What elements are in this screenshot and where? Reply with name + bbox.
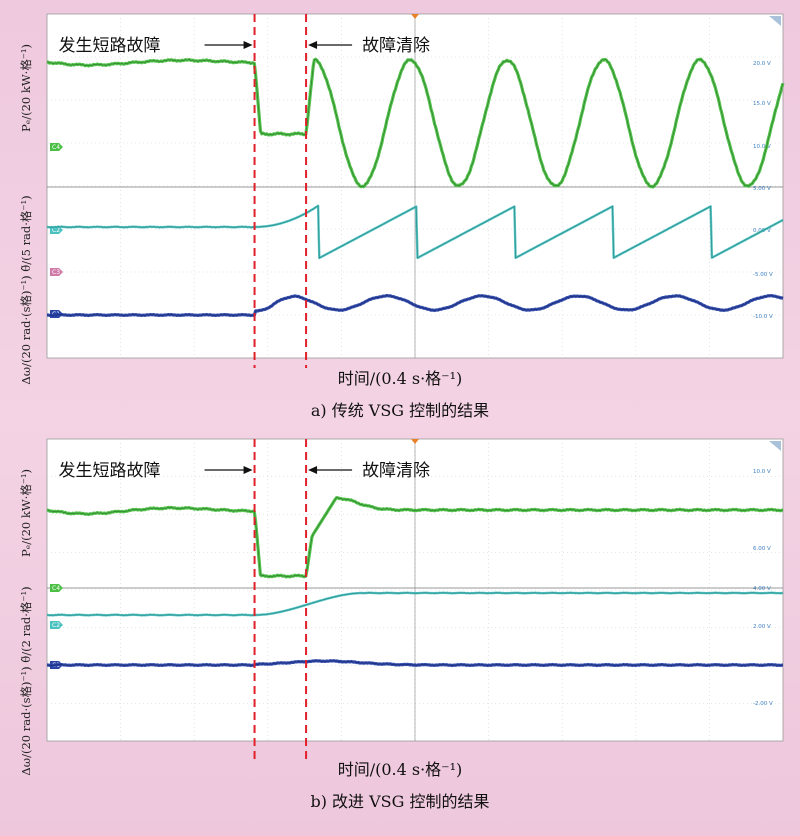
right-scale-label: 20.0 V (753, 61, 771, 67)
y-axis-label-top: Pₑ/(20 kW·格⁻¹) (19, 469, 33, 557)
clear-annotation: 故障清除 (362, 461, 430, 481)
chart-panel-b: C4 C2 C1 10.0 V 6.00 V 4.00 V 2.00 V -2.00 V 发生… (0, 425, 800, 836)
fault-arrow-head (243, 466, 253, 474)
series-a (46, 57, 785, 318)
right-scale-label: -2.00 V (753, 701, 773, 707)
domega-trace-core (47, 295, 784, 316)
theta-trace-core (47, 205, 784, 259)
trigger-marker (411, 14, 419, 19)
right-scale-label: -5.00 V (753, 272, 773, 278)
right-scale-label: 5.00 V (753, 186, 771, 192)
domega-trace-core (47, 660, 783, 666)
channel-marker-1: C2 (50, 621, 63, 629)
channel-marker-shape (50, 584, 63, 592)
channel-marker-0: C4 (50, 143, 63, 151)
right-scale-label: 10.0 V (753, 144, 771, 150)
scale-icon (769, 441, 781, 451)
fault-annotation: 发生短路故障 (59, 36, 161, 56)
panel-caption: b) 改进 VSG 控制的结果 (310, 792, 489, 811)
chart-panel-a: C4 C2 C3 C1 20.0 V 15.0 V 10.0 V 5.00 V 0.00 V -5… (19, 13, 785, 420)
channel-label: C2 (52, 227, 60, 234)
channel-marker-shape (50, 268, 63, 276)
fault-arrow-head (243, 41, 253, 49)
clear-annotation: 故障清除 (362, 36, 430, 56)
right-scale-label: -10.0 V (753, 314, 773, 320)
fault-annotation: 发生短路故障 (59, 461, 161, 481)
right-scale-label: 15.0 V (753, 101, 771, 107)
channel-label: C3 (52, 269, 60, 276)
series-b (46, 496, 784, 668)
clear-arrow-head (308, 41, 318, 49)
channel-label: C4 (52, 585, 60, 592)
y-axis-label-top: Pₑ/(20 kW·格⁻¹) (19, 44, 33, 132)
x-axis-label: 时间/(0.4 s·格⁻¹) (338, 760, 463, 779)
channel-label: C4 (52, 144, 60, 151)
scale-icon (769, 16, 781, 26)
overlay-b: 发生短路故障 故障清除 Pₑ/(20 kW·格⁻¹) Δω/(20 rad·(s格)⁻… (19, 439, 490, 811)
overlay-a: 发生短路故障 故障清除 Pₑ/(20 kW·格⁻¹) Δω/(20 rad·(s格)⁻… (19, 14, 489, 420)
channel-marker-0: C4 (50, 584, 63, 592)
right-scale-label: 2.00 V (753, 624, 771, 630)
right-scale-label: 6.00 V (753, 546, 771, 552)
y-axis-label-bottom: Δω/(20 rad·(s格)⁻¹) θ̃/(2 rad·格⁻¹) (19, 586, 33, 775)
pe-trace-core (46, 497, 783, 578)
channel-marker-shape (50, 143, 63, 151)
panel-caption: a) 传统 VSG 控制的结果 (311, 401, 489, 420)
pe-trace-core (46, 58, 784, 188)
channel-label: C2 (52, 622, 60, 629)
clear-arrow-head (308, 466, 318, 474)
theta-trace-core (47, 592, 784, 616)
channel-marker-shape (50, 621, 63, 629)
channel-marker-2: C3 (50, 268, 63, 276)
right-scale-label: 4.00 V (753, 586, 771, 592)
x-axis-label: 时间/(0.4 s·格⁻¹) (338, 369, 463, 388)
right-scale-label: 10.0 V (753, 469, 771, 475)
y-axis-label-bottom: Δω/(20 rad·(s格)⁻¹) θ̃/(5 rad·格⁻¹) (19, 195, 33, 384)
trigger-marker (411, 439, 419, 444)
